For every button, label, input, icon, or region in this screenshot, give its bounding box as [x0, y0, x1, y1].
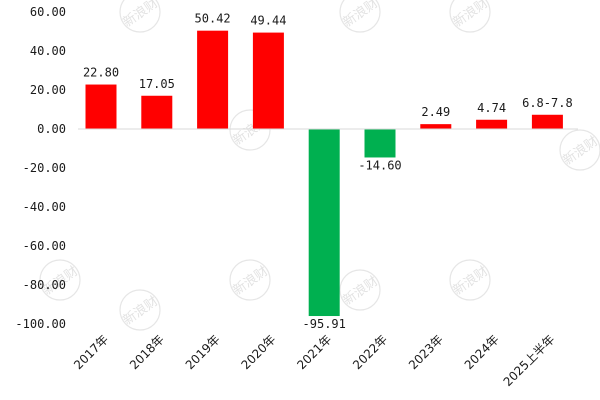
watermark: 新浪财	[449, 259, 491, 301]
data-label: 4.74	[477, 101, 506, 115]
x-tick-label: 2023年	[406, 332, 446, 372]
y-tick-label: 60.00	[30, 5, 66, 19]
watermark: 新浪财	[559, 129, 600, 171]
y-tick-label: -20.00	[23, 161, 66, 175]
bar	[85, 84, 117, 129]
watermark: 新浪财	[449, 0, 491, 33]
data-label: 22.80	[83, 66, 119, 80]
data-label: 17.05	[139, 77, 175, 91]
bar	[420, 124, 452, 129]
x-tick-label: 2021年	[294, 332, 334, 372]
data-labels: 22.80 17.05 50.42 49.44 -95.91 -14.60 2.49 4.74…	[83, 12, 573, 331]
bar	[364, 129, 396, 158]
bar	[141, 95, 173, 129]
x-tick-label: 2024年	[462, 332, 502, 372]
y-tick-label: -100.00	[15, 317, 66, 331]
bar	[252, 32, 284, 130]
y-tick-label: -60.00	[23, 239, 66, 253]
watermark: 新浪财	[119, 0, 161, 33]
x-axis: 2017年 2018年 2019年 2020年 2021年 2022年 2023年 2024年…	[71, 332, 557, 389]
x-tick-label: 2017年	[71, 332, 111, 372]
data-label: 6.8-7.8	[522, 96, 573, 110]
watermark: 新浪财	[339, 269, 381, 311]
y-tick-label: 0.00	[37, 122, 66, 136]
data-label: -14.60	[358, 158, 401, 172]
x-tick-label: 2020年	[239, 332, 279, 372]
y-tick-label: -40.00	[23, 200, 66, 214]
watermark: 新浪财	[119, 289, 161, 331]
x-tick-label: 2022年	[350, 332, 390, 372]
y-tick-label: 40.00	[30, 44, 66, 58]
x-tick-label: 2019年	[183, 332, 223, 372]
bar	[308, 129, 340, 317]
bar	[531, 114, 563, 129]
y-tick-label: 20.00	[30, 83, 66, 97]
svg-text:新浪财: 新浪财	[560, 133, 600, 168]
data-label: 50.42	[195, 12, 231, 26]
bar	[476, 119, 508, 129]
y-tick-label: -80.00	[23, 278, 66, 292]
bar	[197, 30, 229, 129]
x-tick-label: 2025上半年	[501, 332, 558, 389]
data-label: 49.44	[250, 14, 286, 28]
watermark: 新浪财	[229, 259, 271, 301]
watermark: 新浪财	[339, 0, 381, 33]
bars	[85, 30, 563, 317]
y-axis: 60.00 40.00 20.00 0.00 -20.00 -40.00 -60.00 -80…	[15, 5, 66, 331]
data-label: -95.91	[303, 317, 346, 331]
data-label: 2.49	[421, 105, 450, 119]
x-tick-label: 2018年	[127, 332, 167, 372]
